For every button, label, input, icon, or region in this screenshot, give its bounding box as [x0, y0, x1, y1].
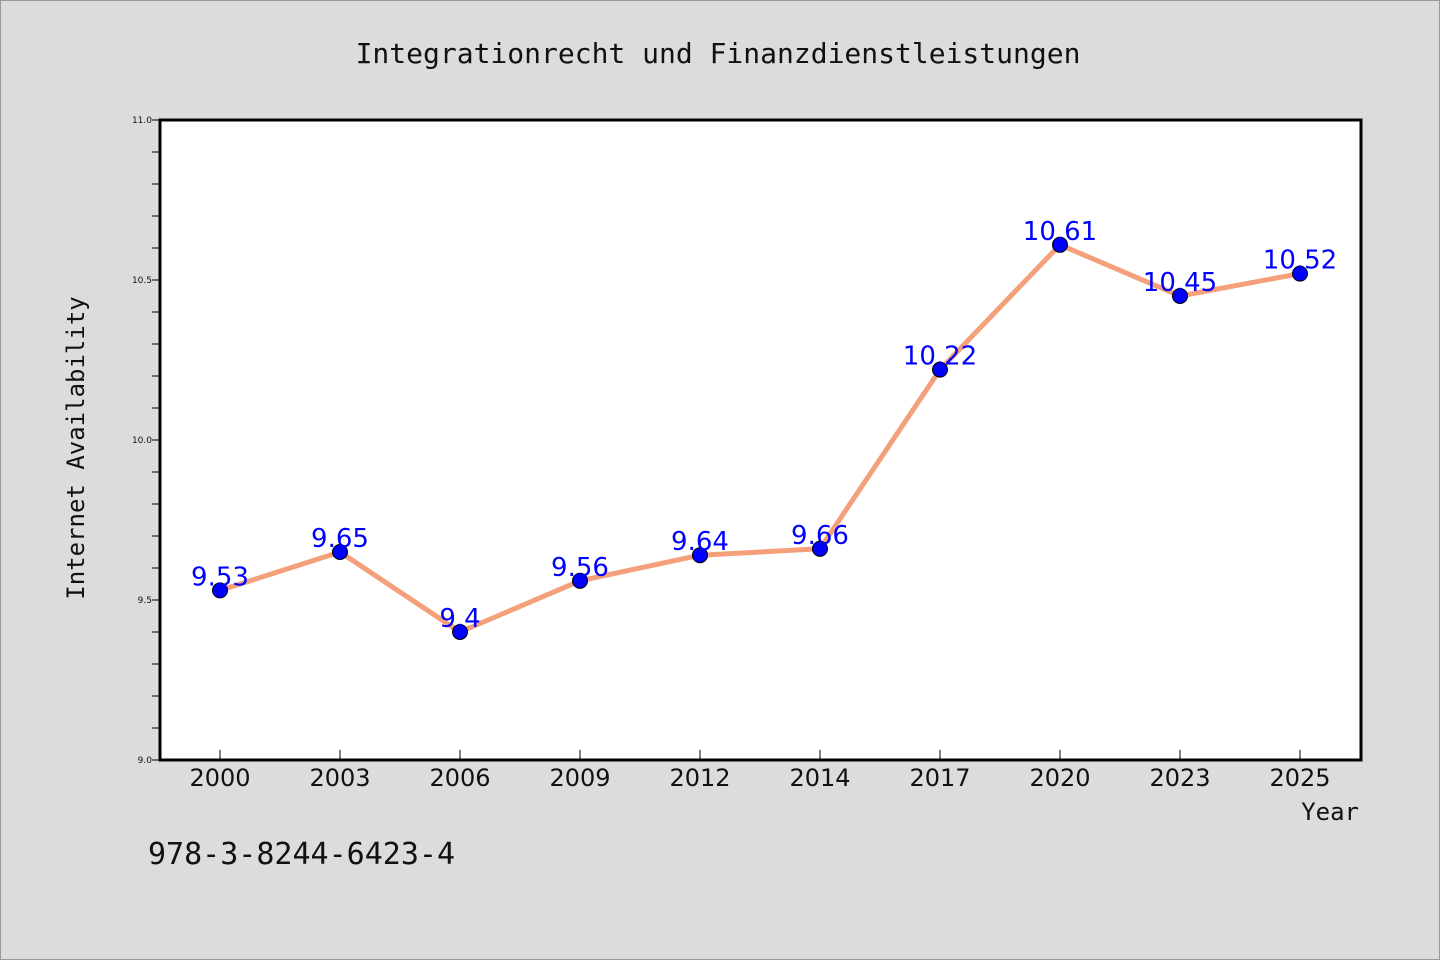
data-labels: 9.53 9.65 9.4 9.56 9.64 9.66 10.22 10.61 10.45 10…	[191, 217, 1337, 634]
chart-title: Integrationrecht und Finanzdienstleistun…	[356, 37, 1081, 70]
data-label: 10.52	[1263, 246, 1337, 276]
data-label: 9.53	[191, 562, 249, 592]
series-line	[217, 242, 1303, 635]
x-tick-label: 2025	[1269, 764, 1330, 792]
data-label: 9.64	[671, 527, 729, 557]
x-tick-label: 2009	[549, 764, 610, 792]
x-axis-label: Year	[1301, 798, 1359, 826]
x-tick-label: 2012	[669, 764, 730, 792]
data-label: 10.22	[903, 342, 977, 372]
y-tick-label: 10.0	[132, 436, 152, 446]
x-axis: 2000 2003 2006 2009 2012 2014 2017 2020 2023 2025	[189, 750, 1331, 792]
series-markers	[212, 236, 1308, 640]
data-point	[1292, 265, 1308, 282]
x-tick-label: 2017	[909, 764, 970, 792]
data-point	[452, 624, 468, 640]
y-axis-label: Internet Availability	[62, 296, 90, 599]
data-label: 9.4	[439, 604, 480, 634]
y-axis: 9.0 9.5 10.0 10.5 11.0	[132, 116, 160, 766]
x-tick-label: 2023	[1149, 764, 1210, 792]
data-point	[332, 544, 348, 560]
data-point	[1172, 288, 1188, 304]
y-tick-label: 9.5	[138, 596, 152, 606]
plot-area	[158, 118, 1363, 762]
y-tick-label: 11.0	[132, 116, 152, 126]
data-label: 9.65	[311, 524, 369, 554]
data-point	[692, 547, 708, 564]
data-label: 10.61	[1023, 217, 1097, 247]
data-point	[212, 582, 228, 599]
y-tick-label: 10.5	[132, 276, 152, 286]
data-point	[1052, 236, 1068, 253]
x-tick-label: 2006	[429, 764, 490, 792]
data-point	[812, 540, 828, 557]
x-tick-label: 2003	[309, 764, 370, 792]
data-label: 9.56	[551, 553, 609, 583]
x-tick-label: 2014	[789, 764, 850, 792]
data-point	[932, 361, 948, 378]
isbn-text: 978-3-8244-6423-4	[148, 837, 455, 872]
x-tick-label: 2000	[189, 764, 250, 792]
data-point	[572, 572, 588, 589]
x-tick-label: 2020	[1029, 764, 1090, 792]
y-tick-label: 9.0	[138, 756, 153, 766]
data-label: 9.66	[791, 521, 849, 551]
data-label: 10.45	[1143, 268, 1217, 298]
